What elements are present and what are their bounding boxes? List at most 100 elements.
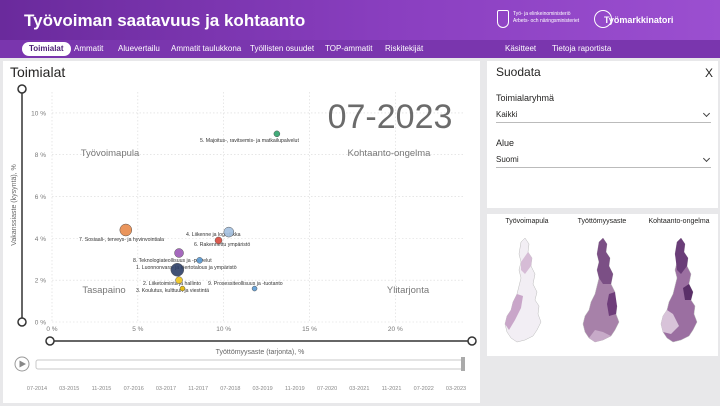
data-point bbox=[179, 285, 186, 292]
timeline-label: 03-2017 bbox=[156, 386, 176, 392]
timeline-label: 03-2015 bbox=[59, 386, 79, 392]
x-slider-handle-right[interactable] bbox=[467, 336, 477, 346]
x-slider-handle-left[interactable] bbox=[45, 336, 55, 346]
data-point bbox=[214, 236, 223, 245]
timeline-slider[interactable] bbox=[35, 359, 465, 370]
point-label: 7. Sosiaali-, terveys- ja hyvinvointiala bbox=[79, 237, 164, 243]
toimialaryhma-label: Toimialaryhmä bbox=[496, 93, 555, 103]
y-tick-label: 2 % bbox=[35, 278, 46, 285]
y-tick-label: 0 % bbox=[35, 320, 46, 327]
timeline-label: 07-2018 bbox=[220, 386, 240, 392]
y-tick-label: 8 % bbox=[35, 152, 46, 159]
timeline-label: 11-2015 bbox=[92, 386, 112, 392]
nav-bar: Toimialat Ammatit Aluevertailu Ammatit t… bbox=[0, 40, 720, 58]
data-point bbox=[175, 276, 183, 284]
data-point bbox=[170, 262, 185, 277]
point-labels: 5. Majoitus-, ravitsemis- ja matkailupal… bbox=[79, 138, 299, 294]
quadrant-bottom-left: Tasapaino bbox=[82, 285, 125, 296]
point-label: 3. Koulutus, kulttuuri ja viestintä bbox=[136, 288, 209, 294]
y-tick-label: 4 % bbox=[35, 236, 46, 243]
brand-circle-icon bbox=[594, 10, 612, 28]
timeline-handle[interactable] bbox=[461, 357, 465, 371]
alue-dropdown[interactable]: Suomi bbox=[496, 152, 711, 168]
data-point bbox=[273, 130, 281, 138]
toimialaryhma-value: Kaikki bbox=[496, 110, 518, 119]
y-tick-label: 6 % bbox=[35, 194, 46, 201]
finland-maps bbox=[504, 237, 698, 343]
app-header: Työvoiman saatavuus ja kohtaanto Työ- ja… bbox=[0, 0, 720, 40]
timeline-label: 07-2014 bbox=[27, 386, 47, 392]
tab-kasitteet[interactable]: Käsitteet bbox=[505, 44, 537, 53]
point-label: 8. Teknologiateollisuus ja -palvelut bbox=[133, 258, 212, 264]
tab-aluevertailu[interactable]: Aluevertailu bbox=[118, 44, 160, 53]
timeline-label: 03-2023 bbox=[446, 386, 466, 392]
x-tick-label: 5 % bbox=[132, 326, 143, 333]
tab-toimialat[interactable]: Toimialat bbox=[22, 42, 71, 56]
point-label: 9. Prosessiteollisuus ja -tuotanto bbox=[208, 281, 283, 287]
data-point bbox=[251, 285, 258, 292]
filter-title: Suodata bbox=[496, 65, 541, 79]
data-point bbox=[223, 226, 235, 238]
point-label: 1. Luonnonvara- ja kiertotalous ja ympär… bbox=[136, 265, 237, 271]
y-axis-label: Vakanssiaste (kysyntä), % bbox=[11, 164, 18, 246]
data-point bbox=[196, 257, 203, 264]
chevron-down-icon bbox=[702, 154, 711, 163]
tab-tyollisten-osuudet[interactable]: Työllisten osuudet bbox=[250, 44, 315, 53]
tab-ammatit-taulukkona[interactable]: Ammatit taulukkona bbox=[171, 44, 242, 53]
quadrant-top-right: Kohtaanto-ongelma bbox=[348, 148, 432, 159]
brand-name: Työmarkkinatori bbox=[604, 15, 674, 25]
ministry-name-fi: Työ- ja elinkeinoministeriö bbox=[513, 11, 571, 17]
tab-tietoja-raportista[interactable]: Tietoja raportista bbox=[552, 44, 612, 53]
tab-top-ammatit[interactable]: TOP-ammatit bbox=[325, 44, 373, 53]
scatter-panel: Toimialat bbox=[3, 61, 480, 403]
maps-panel: Työvoimapula Työttömyysaste Kohtaanto-on… bbox=[487, 214, 718, 356]
map-tyottomyysaste bbox=[582, 237, 620, 343]
map-title-tyottomyysaste: Työttömyysaste bbox=[577, 218, 627, 225]
point-label: 5. Majoitus-, ravitsemis- ja matkailupal… bbox=[200, 138, 299, 144]
tab-riskitekijat[interactable]: Riskitekijät bbox=[385, 44, 424, 53]
point-label: 4. Liikenne ja logistiikka bbox=[186, 232, 241, 238]
quadrant-top-left: Työvoimapula bbox=[81, 148, 140, 159]
timeline-label: 11-2017 bbox=[188, 386, 208, 392]
point-label: 2. Liiketoiminta ja hallinto bbox=[143, 281, 201, 287]
alue-value: Suomi bbox=[496, 155, 519, 164]
x-tick-label: 20 % bbox=[388, 326, 403, 333]
toimialaryhma-dropdown[interactable]: Kaikki bbox=[496, 107, 711, 123]
y-slider-handle-bottom[interactable] bbox=[17, 317, 27, 327]
y-slider-handle-top[interactable] bbox=[17, 84, 27, 94]
map-title-tyovoimapula: Työvoimapula bbox=[505, 218, 549, 225]
filter-panel: Suodata X Toimialaryhmä Kaikki Alue Suom… bbox=[487, 61, 718, 208]
crest-icon bbox=[497, 10, 509, 28]
map-tyovoimapula bbox=[504, 237, 542, 343]
timeline-label: 07-2022 bbox=[414, 386, 434, 392]
y-tick-label: 10 % bbox=[31, 110, 46, 117]
map-title-kohtaanto: Kohtaanto-ongelma bbox=[648, 218, 710, 225]
chevron-down-icon bbox=[702, 109, 711, 118]
data-point bbox=[119, 223, 133, 237]
panel-title: Toimialat bbox=[10, 64, 66, 80]
map-kohtaanto bbox=[660, 237, 698, 343]
app-title: Työvoiman saatavuus ja kohtaanto bbox=[24, 11, 306, 30]
timeline-label: 11-2021 bbox=[382, 386, 402, 392]
chart-grid bbox=[51, 92, 464, 323]
x-axis-label: Työttömyysaste (tarjonta), % bbox=[216, 349, 305, 356]
timeline-label: 03-2019 bbox=[253, 386, 273, 392]
alue-label: Alue bbox=[496, 138, 515, 148]
data-points bbox=[119, 130, 281, 292]
quadrant-bottom-right: Ylitarjonta bbox=[387, 285, 430, 296]
x-tick-label: 0 % bbox=[46, 326, 57, 333]
point-label: 6. Rakennettu ympäristö bbox=[194, 242, 250, 248]
timeline-labels: 07-2014 03-2015 11-2015 07-2016 03-2017 11-20… bbox=[27, 386, 466, 392]
x-tick-label: 15 % bbox=[302, 326, 317, 333]
timeline-label: 07-2020 bbox=[317, 386, 337, 392]
x-tick-label: 10 % bbox=[216, 326, 231, 333]
play-icon bbox=[19, 360, 26, 368]
timeline-label: 03-2021 bbox=[349, 386, 369, 392]
period-label: 07-2023 bbox=[328, 98, 453, 136]
ministry-name-sv: Arbets- och näringsministeriet bbox=[513, 18, 580, 24]
close-icon[interactable]: X bbox=[705, 66, 714, 80]
tab-ammatit[interactable]: Ammatit bbox=[74, 44, 104, 53]
timeline-label: 11-2019 bbox=[285, 386, 305, 392]
data-point bbox=[174, 248, 184, 258]
